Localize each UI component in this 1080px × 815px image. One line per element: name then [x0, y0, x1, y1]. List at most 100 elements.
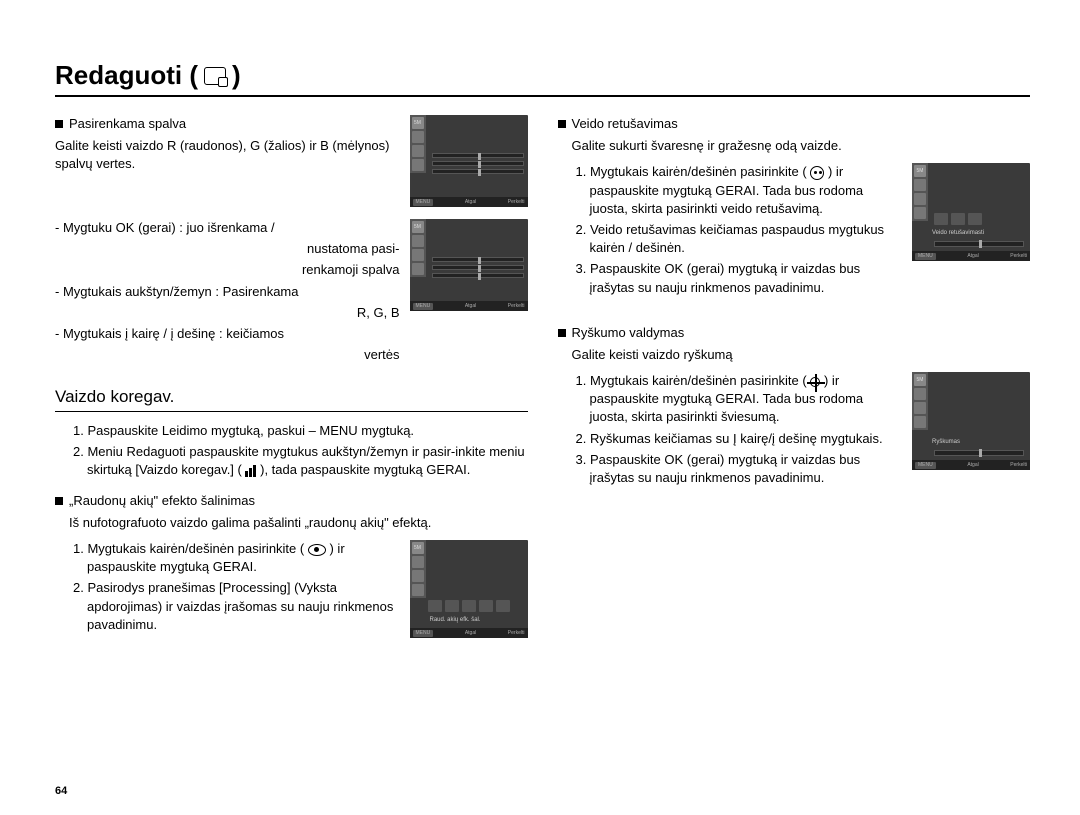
screenshot-custom-color-1: 5M MENU Atgal Perkelti [410, 115, 528, 207]
bullet-square [558, 329, 566, 337]
sidebar-icon [914, 402, 926, 414]
brightness-heading: Ryškumo valdymas [572, 324, 685, 342]
sidebar-icon [914, 416, 926, 428]
footer-move: Perkelti [1010, 462, 1027, 469]
title-text: Redaguoti ( [55, 60, 198, 91]
sidebar-icon [412, 249, 424, 261]
sidebar-icon [412, 235, 424, 247]
face-retouch-heading: Veido retušavimas [572, 115, 678, 133]
title-suffix: ) [232, 60, 241, 91]
left-column: Pasirenkama spalva Galite keisti vaizdo … [55, 115, 528, 650]
face-step1: 1. Mygtukais kairėn/dešinėn pasirinkite … [576, 163, 903, 218]
option-icon [445, 600, 459, 612]
sidebar-size-badge: 5M [914, 374, 926, 386]
brightness-overlay-label: Ryškumas [932, 438, 960, 446]
footer-menu-badge: MENU [915, 462, 936, 469]
sidebar-size-badge: 5M [412, 542, 424, 554]
page-title: Redaguoti ( ) [55, 60, 1030, 97]
bright-step2: 2. Ryškumas keičiamas su Į kairę/į dešin… [576, 430, 903, 448]
sidebar-icon [914, 179, 926, 191]
footer-back: Atgal [967, 253, 978, 260]
footer-menu-badge: MENU [413, 630, 434, 637]
footer-move: Perkelti [508, 303, 525, 310]
vaizdo-koregav-heading: Vaizdo koregav. [55, 385, 528, 412]
ok-line2: nustatoma pasi- [55, 240, 400, 258]
face-slider [934, 241, 1024, 247]
face-icon [810, 166, 824, 180]
edit-icon [204, 67, 226, 85]
brightness-icon [810, 377, 820, 387]
sidebar-icon [412, 556, 424, 568]
redeye-step1: 1. Mygtukais kairėn/dešinėn pasirinkite … [73, 540, 400, 576]
sidebar-size-badge: 5M [914, 165, 926, 177]
page-number: 64 [55, 785, 67, 797]
level-icon [951, 213, 965, 225]
brightness-slider [934, 450, 1024, 456]
adjust-icon [245, 465, 256, 477]
option-icon [496, 600, 510, 612]
step-1: 1. Paspauskite Leidimo mygtuką, paskui –… [73, 422, 528, 440]
sidebar-size-badge: 5M [412, 221, 424, 233]
sidebar-icon [914, 193, 926, 205]
custom-color-heading: Pasirenkama spalva [69, 115, 186, 133]
sidebar-icon [412, 131, 424, 143]
face-overlay-label: Veido retušavimasti [932, 229, 984, 237]
slider-b [432, 273, 524, 278]
bright-step1: 1. Mygtukais kairėn/dešinėn pasirinkite … [576, 372, 903, 427]
footer-move: Perkelti [1010, 253, 1027, 260]
right-column: Veido retušavimas Galite sukurti švaresn… [558, 115, 1031, 650]
face-step3: 3. Paspauskite OK (gerai) mygtuką ir vai… [576, 260, 903, 296]
sidebar-icon [412, 584, 424, 596]
bullet-square [55, 120, 63, 128]
sidebar-icon [914, 388, 926, 400]
lr-line: - Mygtukais į kairę / į dešinę : keičiam… [55, 325, 400, 343]
bullet-square [55, 497, 63, 505]
brightness-desc: Galite keisti vaizdo ryškumą [572, 346, 1031, 364]
sidebar-icon [412, 570, 424, 582]
level-icon [934, 213, 948, 225]
level-icon [968, 213, 982, 225]
footer-back: Atgal [465, 199, 476, 206]
ok-line3: renkamoji spalva [55, 261, 400, 279]
redeye-heading: „Raudonų akių" efekto šalinimas [69, 492, 255, 510]
footer-back: Atgal [465, 630, 476, 637]
face-step2: 2. Veido retušavimas keičiamas paspaudus… [576, 221, 903, 257]
option-icon [479, 600, 493, 612]
footer-move: Perkelti [508, 630, 525, 637]
slider-r [432, 153, 524, 158]
footer-back: Atgal [465, 303, 476, 310]
sidebar-icon [412, 159, 424, 171]
sidebar-size-badge: 5M [412, 117, 424, 129]
updown-line: - Mygtukais aukštyn/žemyn : Pasirenkama [55, 283, 400, 301]
option-icon [428, 600, 442, 612]
screenshot-brightness: 5M Ryškumas MENU Atgal Perkelti [912, 372, 1030, 470]
footer-back: Atgal [967, 462, 978, 469]
custom-color-desc: Galite keisti vaizdo R (raudonos), G (ža… [55, 137, 400, 173]
slider-b [432, 169, 524, 174]
redeye-overlay-label: Raud. akių efk. šal. [430, 616, 481, 624]
screenshot-redeye: 5M Raud. akių efk. šal. MENU Atgal Per [410, 540, 528, 638]
updown-line2: R, G, B [55, 304, 400, 322]
lr-line2: vertės [55, 346, 400, 364]
bullet-square [558, 120, 566, 128]
step-2: 2. Meniu Redaguoti paspauskite mygtukus … [73, 443, 528, 479]
footer-menu-badge: MENU [413, 303, 434, 310]
redeye-step2: 2. Pasirodys pranešimas [Processing] (Vy… [73, 579, 400, 634]
bright-step3: 3. Paspauskite OK (gerai) mygtuką ir vai… [576, 451, 903, 487]
slider-g [432, 265, 524, 270]
footer-menu-badge: MENU [413, 199, 434, 206]
face-retouch-desc: Galite sukurti švaresnę ir gražesnę odą … [572, 137, 1031, 155]
option-icon [462, 600, 476, 612]
redeye-desc: Iš nufotografuoto vaizdo galima pašalint… [69, 514, 528, 532]
screenshot-face-retouch: 5M Veido retušavimasti MENU Atgal Perkel… [912, 163, 1030, 261]
sidebar-icon [412, 145, 424, 157]
screenshot-custom-color-2: 5M MENU Atgal Perkelti [410, 219, 528, 311]
sidebar-icon [914, 207, 926, 219]
footer-menu-badge: MENU [915, 253, 936, 260]
redeye-icon [308, 544, 326, 556]
footer-move: Perkelti [508, 199, 525, 206]
slider-r [432, 257, 524, 262]
sidebar-icon [412, 263, 424, 275]
ok-line1: - Mygtuku OK (gerai) : juo išrenkama / [55, 219, 400, 237]
slider-g [432, 161, 524, 166]
